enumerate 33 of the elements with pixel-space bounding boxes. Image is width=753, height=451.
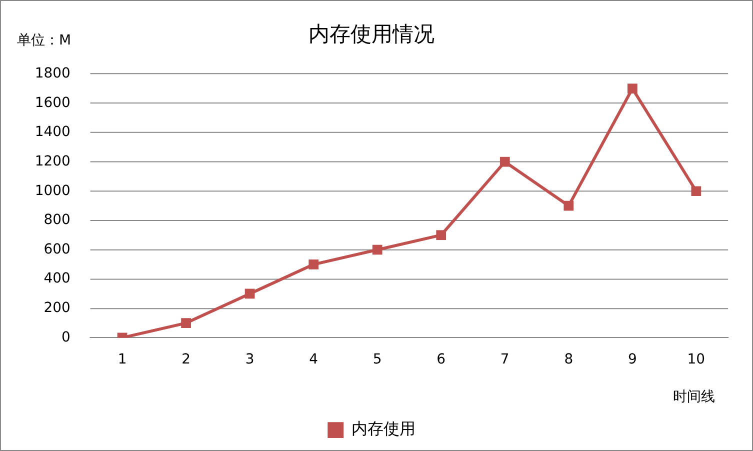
x-tick-label: 5: [372, 352, 382, 368]
x-tick-label: 10: [687, 352, 706, 368]
y-tick-label: 600: [44, 241, 70, 258]
x-axis-title: 时间线: [673, 388, 716, 405]
point: [436, 230, 446, 240]
y-tick-label: 200: [44, 300, 70, 316]
chart-title: 内存使用情况: [308, 22, 435, 46]
point: [500, 156, 510, 167]
y-tick-label: 1200: [34, 153, 70, 170]
y-tick-label: 800: [44, 212, 70, 228]
x-tick-label: 7: [500, 352, 510, 368]
y-tick-label: 400: [44, 270, 70, 287]
point: [308, 259, 319, 270]
point: [564, 200, 574, 211]
legend-label: 内存使用: [352, 419, 416, 438]
x-tick-label: 9: [628, 352, 637, 368]
x-tick-label: 4: [309, 352, 318, 368]
point: [372, 244, 382, 255]
x-tick-label: 8: [564, 352, 574, 368]
point: [627, 84, 638, 94]
x-tick-label: 3: [245, 352, 254, 368]
y-tick-label: 1600: [34, 94, 70, 111]
x-tick-label: 2: [182, 352, 190, 368]
y-tick-label: 1800: [34, 66, 70, 82]
y-tick-label: 0: [62, 329, 70, 346]
y-tick-label: 1400: [34, 124, 70, 140]
x-tick-label: 1: [118, 352, 127, 368]
y-tick-label: 1000: [34, 182, 70, 199]
point: [181, 318, 191, 328]
point: [244, 288, 255, 299]
y-axis-title: 单位：M: [16, 32, 72, 48]
x-tick-label: 6: [436, 352, 446, 368]
point: [691, 186, 702, 196]
